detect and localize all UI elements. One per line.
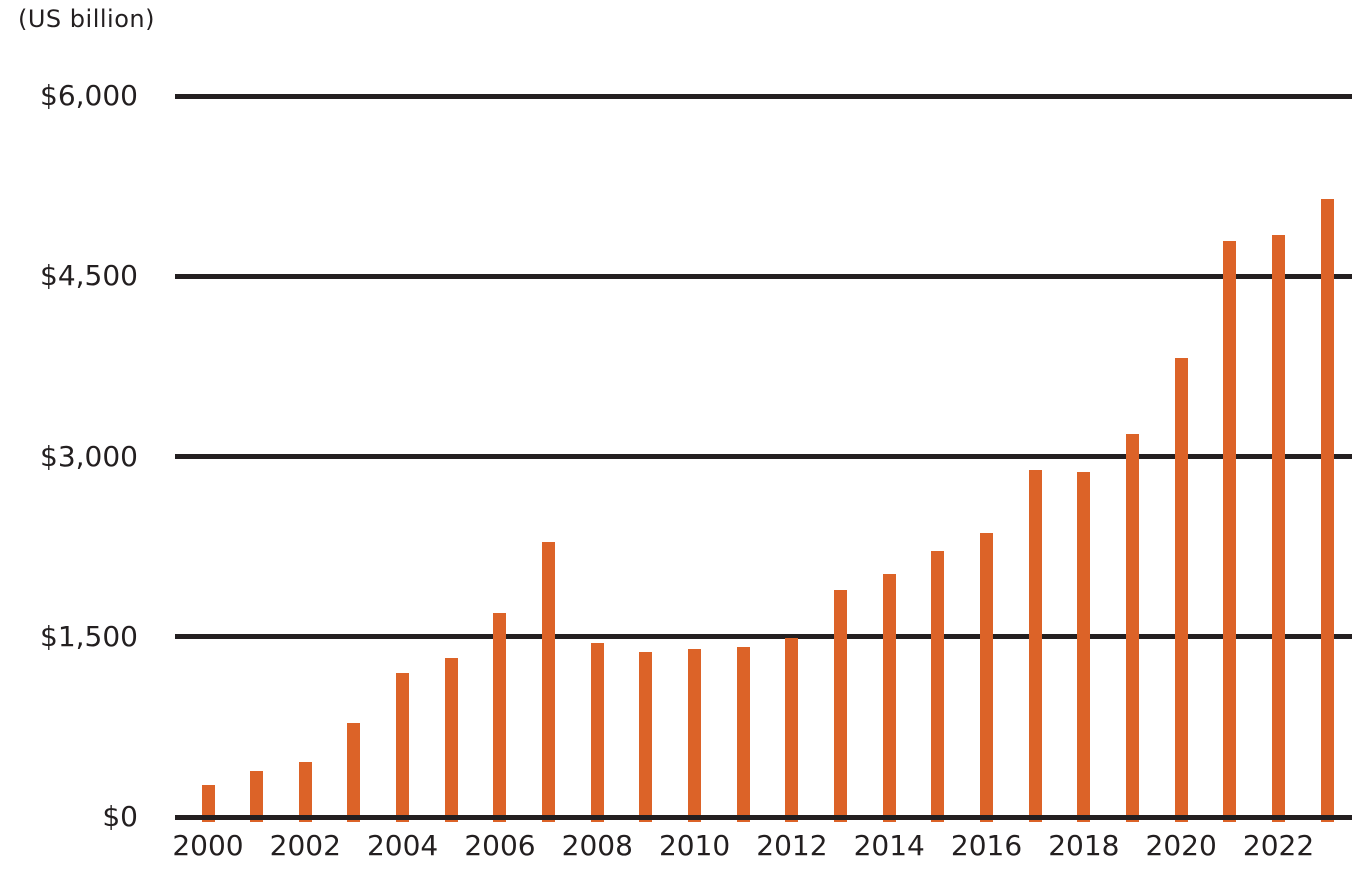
bar-2004	[396, 673, 410, 822]
bar-2016	[980, 533, 994, 822]
y-tick-label: $0	[102, 800, 138, 833]
bar-2005	[444, 658, 458, 822]
y-tick-label: $3,000	[40, 439, 138, 473]
bar-2014	[882, 573, 896, 822]
y-gridline	[175, 454, 1352, 459]
x-tick-label-2002: 2002	[269, 829, 341, 862]
x-tick-label-2020: 2020	[1145, 829, 1217, 862]
bar-2007	[542, 541, 556, 822]
x-axis-line	[175, 814, 1352, 820]
bar-2003	[347, 723, 361, 822]
y-tick-label: $6,000	[40, 79, 138, 112]
x-tick-label-2008: 2008	[561, 829, 633, 862]
bar-2023	[1320, 199, 1334, 822]
y-gridline	[175, 93, 1352, 99]
bar-2022	[1272, 234, 1286, 822]
x-tick-label-2010: 2010	[658, 829, 731, 862]
bar-2021	[1223, 240, 1237, 822]
bar-2002	[298, 762, 312, 822]
y-tick-label: $1,500	[40, 619, 138, 653]
x-tick-label-2022: 2022	[1242, 829, 1315, 862]
bar-2008	[590, 642, 604, 822]
x-tick-label-2004: 2004	[366, 829, 439, 862]
bar-2018	[1077, 471, 1091, 822]
y-gridline	[175, 634, 1352, 640]
x-tick-label-2012: 2012	[756, 829, 828, 862]
bar-2009	[639, 652, 653, 822]
bar-2012	[785, 637, 799, 822]
y-tick-label: $4,500	[40, 259, 138, 293]
bar-2020	[1174, 357, 1188, 822]
bar-2019	[1126, 434, 1140, 822]
x-tick-label-2016: 2016	[950, 829, 1023, 862]
y-gridline	[175, 273, 1352, 279]
x-tick-label-2018: 2018	[1048, 829, 1120, 862]
x-tick-label-2006: 2006	[464, 829, 536, 862]
bar-2015	[931, 550, 945, 822]
bar-2010	[688, 648, 702, 822]
y-axis-unit-label: (US billion)	[18, 5, 155, 33]
bar-2000	[201, 784, 215, 822]
x-tick-label-2000: 2000	[172, 829, 244, 862]
x-tick-label-2014: 2014	[853, 829, 925, 862]
bar-2006	[493, 612, 507, 822]
bar-2013	[834, 589, 848, 822]
bar-2001	[250, 771, 264, 822]
bar-2011	[736, 646, 750, 822]
bar-2017	[1028, 469, 1042, 822]
